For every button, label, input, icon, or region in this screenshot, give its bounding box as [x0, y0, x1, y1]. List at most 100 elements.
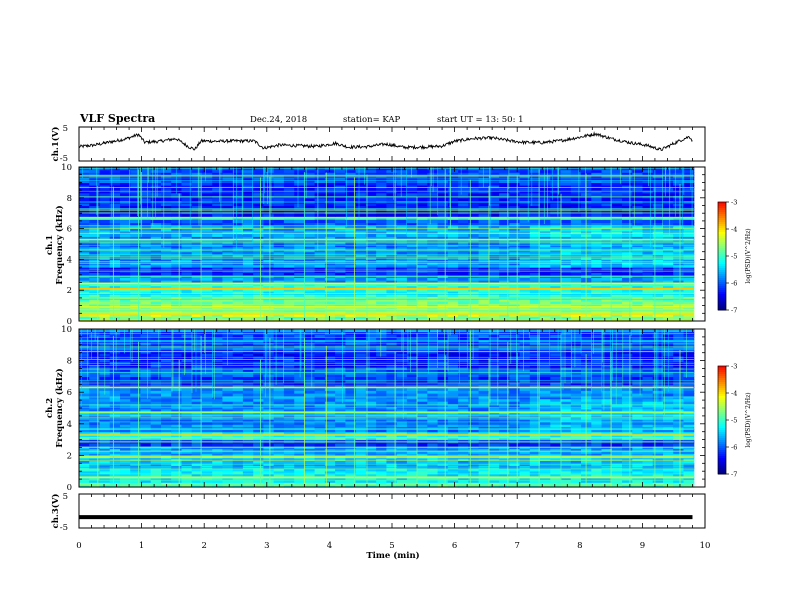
spectrogram-cell	[417, 217, 428, 220]
spectrogram-cell	[437, 463, 449, 467]
spectrogram-cell	[161, 205, 172, 209]
spectrogram-cell	[79, 470, 90, 475]
spectrogram-cell	[109, 228, 121, 232]
spectrogram-cell	[591, 230, 603, 235]
spectrogram-cell	[283, 251, 295, 255]
spectrogram-cell	[488, 272, 500, 276]
spectrogram-cell	[642, 230, 654, 235]
spectrogram-cell	[427, 463, 439, 467]
colorbar-tick-label: -4	[731, 226, 737, 234]
spectrogram-cell	[324, 277, 336, 281]
spectrogram-cell	[161, 476, 172, 480]
spectrogram-cell	[120, 293, 131, 297]
spectrogram-cell	[324, 236, 336, 240]
spectrogram-cell	[99, 470, 111, 475]
spectrogram-cell	[437, 192, 449, 196]
spectrogram-cell	[181, 172, 193, 176]
spectrogram-cell	[447, 453, 459, 456]
spectrogram-cell	[570, 192, 582, 196]
spectrogram-cell	[642, 251, 654, 255]
spectrogram-cell	[437, 296, 449, 300]
spectrogram-cell	[591, 284, 603, 287]
spectrogram-cell	[201, 463, 213, 467]
spectrogram-cell	[273, 470, 285, 475]
spectrogram-cell	[519, 169, 531, 173]
spectrogram-cell	[181, 205, 193, 209]
spectrogram-cell	[171, 473, 182, 478]
spectrogram-cell	[99, 468, 111, 472]
spectrogram-cell	[396, 285, 408, 289]
spectrogram-cell	[89, 476, 100, 480]
spectrogram-cell	[376, 465, 387, 469]
spectrogram-cell	[406, 457, 418, 461]
spectrogram-cell	[99, 219, 111, 224]
spectrogram-cell	[417, 219, 428, 224]
y-tick-label: 10	[61, 163, 72, 173]
spectrogram-cell	[120, 179, 131, 183]
spectrogram-cell	[191, 279, 203, 284]
spectrogram-cell	[570, 169, 582, 173]
spectrogram-cell	[519, 251, 531, 255]
spectrogram-cell	[222, 182, 234, 186]
spectrogram-cell	[529, 190, 541, 194]
spectrogram-cell	[611, 301, 623, 304]
spectrogram-cell	[406, 202, 418, 207]
spectrogram-cell	[468, 484, 480, 488]
spectrogram-cell	[427, 457, 439, 461]
spectrogram-cell	[386, 202, 398, 207]
spectrogram-cell	[201, 222, 213, 227]
spectrogram-cell	[499, 213, 510, 217]
spectrogram-cell	[386, 177, 398, 181]
spectrogram-cell	[191, 284, 203, 287]
spectrogram-cell	[109, 453, 121, 456]
spectrogram-cell	[632, 303, 644, 307]
spectrogram-cell	[427, 460, 439, 464]
spectrogram-cell	[591, 197, 603, 201]
spectrogram-cell	[673, 301, 684, 304]
spectrogram-cell	[632, 279, 644, 284]
spectrogram-cell	[263, 279, 275, 284]
spectrogram-cell	[406, 301, 418, 304]
spectrogram-cell	[499, 202, 510, 207]
spectrogram-cell	[673, 293, 684, 297]
spectrogram-cell	[140, 172, 152, 176]
spectrogram-cell	[642, 169, 654, 173]
spectrogram-cell	[345, 463, 357, 467]
spectrogram-cell	[683, 291, 695, 295]
spectrogram-cell	[560, 460, 572, 464]
spectrogram-cell	[427, 298, 439, 302]
spectrogram-cell	[642, 293, 654, 297]
spectrogram-cell	[201, 476, 213, 480]
spectrogram-cell	[509, 190, 521, 194]
spectrogram-cell	[417, 463, 428, 467]
spectrogram-cell	[140, 296, 152, 300]
spectrogram-cell	[140, 228, 152, 232]
spectrogram-cell	[79, 316, 90, 320]
spectrogram-cell	[386, 222, 398, 227]
spectrogram-cell	[417, 285, 428, 289]
spectrogram-cell	[396, 291, 408, 295]
spectrogram-cell	[540, 453, 551, 456]
ch1-spectrogram-ylabel-line2: Frequency (kHz)	[54, 205, 65, 284]
spectrogram-cell	[89, 293, 100, 297]
spectrogram-cell	[642, 187, 654, 191]
spectrogram-cell	[406, 285, 418, 289]
spectrogram-cell	[181, 230, 193, 235]
spectrogram-cell	[427, 228, 439, 232]
spectrogram-cell	[263, 476, 275, 480]
spectrogram-cell	[642, 279, 654, 284]
spectrogram-cell	[191, 185, 203, 189]
spectrogram-cell	[345, 202, 357, 207]
spectrogram-cell	[222, 277, 234, 281]
ch1-waveform-line	[78, 131, 693, 151]
spectrogram-cell	[509, 484, 521, 488]
spectrogram-cell	[130, 313, 141, 317]
spectrogram-cell	[550, 202, 562, 207]
spectrogram-cell	[242, 296, 254, 300]
spectrogram-cell	[488, 457, 500, 461]
spectrogram-cell	[283, 182, 295, 186]
spectrogram-cell	[386, 197, 398, 201]
spectrogram-cell	[304, 267, 316, 271]
spectrogram-cell	[632, 272, 644, 276]
spectrogram-cell	[560, 197, 572, 201]
